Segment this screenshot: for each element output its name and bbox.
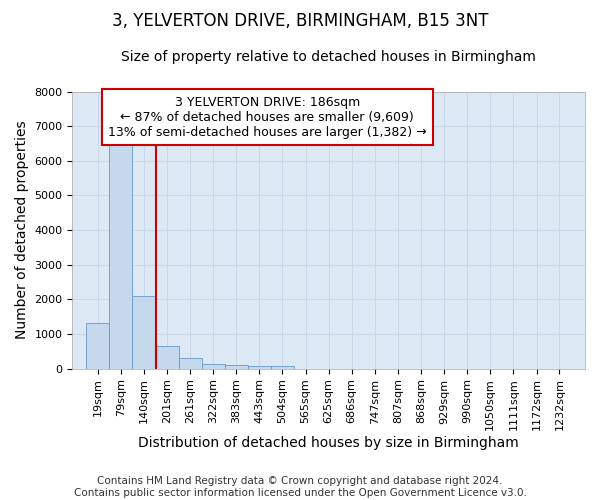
Bar (155, 346, 179, 368)
Bar (225, 364, 248, 368)
X-axis label: Distribution of detached houses by size in Birmingham: Distribution of detached houses by size … (139, 436, 519, 450)
Bar (202, 364, 225, 368)
Bar (271, 366, 294, 368)
Bar (109, 140, 132, 368)
Text: Contains HM Land Registry data © Crown copyright and database right 2024.
Contai: Contains HM Land Registry data © Crown c… (74, 476, 526, 498)
Bar (248, 366, 271, 368)
Title: Size of property relative to detached houses in Birmingham: Size of property relative to detached ho… (121, 50, 536, 64)
Bar (133, 296, 155, 368)
Y-axis label: Number of detached properties: Number of detached properties (15, 121, 29, 340)
Text: 3 YELVERTON DRIVE: 186sqm
← 87% of detached houses are smaller (9,609)
13% of se: 3 YELVERTON DRIVE: 186sqm ← 87% of detac… (108, 96, 427, 138)
Bar (86, 324, 109, 368)
Bar (179, 358, 202, 368)
Text: 3, YELVERTON DRIVE, BIRMINGHAM, B15 3NT: 3, YELVERTON DRIVE, BIRMINGHAM, B15 3NT (112, 12, 488, 30)
